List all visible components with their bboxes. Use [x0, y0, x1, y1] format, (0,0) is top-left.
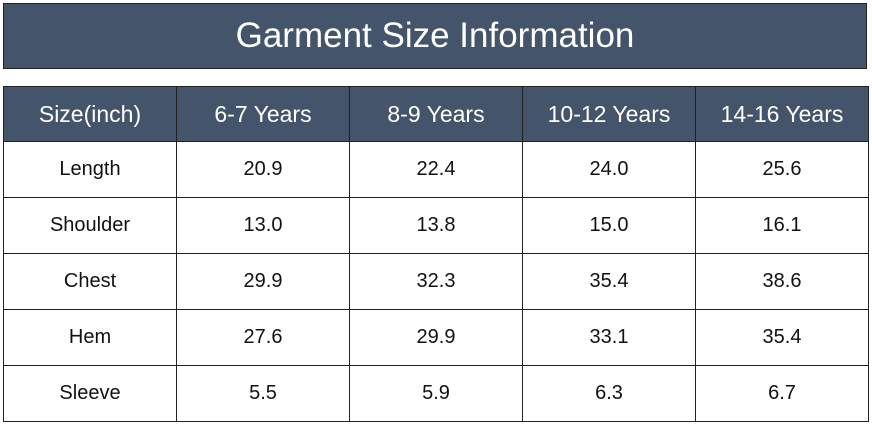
cell: 29.9: [176, 253, 350, 310]
cell: 6.7: [695, 365, 869, 422]
header-cell: 10-12 Years: [522, 86, 696, 142]
table-row: Hem 27.6 29.9 33.1 35.4: [3, 309, 869, 366]
header-cell: 8-9 Years: [349, 86, 523, 142]
row-label: Hem: [3, 309, 177, 366]
cell: 25.6: [695, 141, 869, 198]
cell: 27.6: [176, 309, 350, 366]
header-cell: 14-16 Years: [695, 86, 869, 142]
cell: 32.3: [349, 253, 523, 310]
table-row: Chest 29.9 32.3 35.4 38.6: [3, 253, 869, 310]
header-cell: 6-7 Years: [176, 86, 350, 142]
cell: 24.0: [522, 141, 696, 198]
row-label: Shoulder: [3, 197, 177, 254]
cell: 15.0: [522, 197, 696, 254]
cell: 20.9: [176, 141, 350, 198]
cell: 5.9: [349, 365, 523, 422]
cell: 35.4: [522, 253, 696, 310]
table-row: Shoulder 13.0 13.8 15.0 16.1: [3, 197, 869, 254]
row-label: Chest: [3, 253, 177, 310]
cell: 6.3: [522, 365, 696, 422]
cell: 22.4: [349, 141, 523, 198]
cell: 5.5: [176, 365, 350, 422]
size-table: Size(inch) 6-7 Years 8-9 Years 10-12 Years 1…: [3, 86, 869, 422]
cell: 29.9: [349, 309, 523, 366]
cell: 38.6: [695, 253, 869, 310]
header-cell: Size(inch): [3, 86, 177, 142]
cell: 13.0: [176, 197, 350, 254]
table-row: Length 20.9 22.4 24.0 25.6: [3, 141, 869, 198]
table-row: Sleeve 5.5 5.9 6.3 6.7: [3, 365, 869, 422]
header-row: Size(inch) 6-7 Years 8-9 Years 10-12 Years 1…: [3, 86, 869, 142]
cell: 16.1: [695, 197, 869, 254]
cell: 13.8: [349, 197, 523, 254]
title: Garment Size Information: [3, 3, 867, 69]
row-label: Sleeve: [3, 365, 177, 422]
row-label: Length: [3, 141, 177, 198]
cell: 33.1: [522, 309, 696, 366]
cell: 35.4: [695, 309, 869, 366]
table-body: Length 20.9 22.4 24.0 25.6 Shoulder 13.0 13.8 15…: [3, 141, 869, 422]
